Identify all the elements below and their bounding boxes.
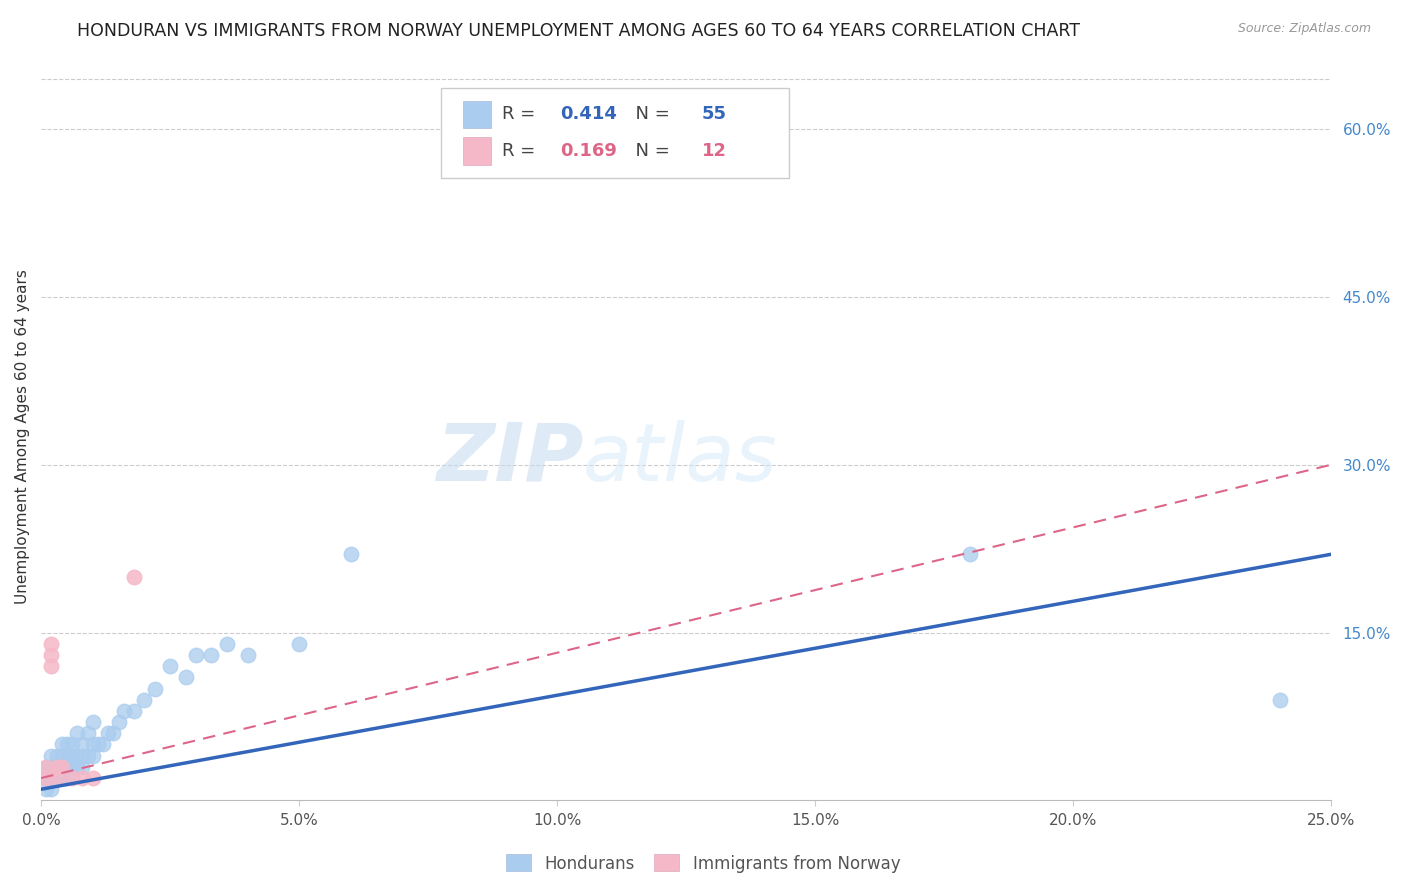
Text: HONDURAN VS IMMIGRANTS FROM NORWAY UNEMPLOYMENT AMONG AGES 60 TO 64 YEARS CORREL: HONDURAN VS IMMIGRANTS FROM NORWAY UNEMP… bbox=[77, 22, 1080, 40]
Point bbox=[41, 782, 63, 797]
Point bbox=[107, 715, 129, 730]
Point bbox=[35, 782, 58, 797]
Point bbox=[35, 760, 58, 774]
Point bbox=[76, 726, 98, 740]
Point bbox=[41, 771, 63, 785]
Point bbox=[56, 748, 79, 763]
Point bbox=[66, 726, 89, 740]
Text: Source: ZipAtlas.com: Source: ZipAtlas.com bbox=[1237, 22, 1371, 36]
Text: N =: N = bbox=[624, 142, 676, 160]
Point bbox=[82, 748, 104, 763]
Point bbox=[159, 659, 181, 673]
Point bbox=[51, 748, 73, 763]
Point bbox=[72, 738, 94, 752]
Point bbox=[72, 760, 94, 774]
Text: 55: 55 bbox=[702, 105, 727, 123]
Point bbox=[103, 726, 125, 740]
Point bbox=[41, 637, 63, 651]
Point bbox=[134, 692, 156, 706]
Point bbox=[41, 771, 63, 785]
Text: 12: 12 bbox=[702, 142, 727, 160]
Point bbox=[56, 738, 79, 752]
Point bbox=[82, 738, 104, 752]
Point bbox=[200, 648, 222, 662]
Point bbox=[45, 771, 67, 785]
Point bbox=[959, 547, 981, 561]
Point bbox=[174, 670, 197, 684]
Point bbox=[184, 648, 207, 662]
Point bbox=[41, 748, 63, 763]
Point bbox=[60, 748, 83, 763]
Point bbox=[41, 648, 63, 662]
Point bbox=[45, 760, 67, 774]
Point bbox=[288, 637, 311, 651]
Point bbox=[45, 748, 67, 763]
Point bbox=[339, 547, 361, 561]
Point bbox=[1268, 692, 1291, 706]
Text: N =: N = bbox=[624, 105, 676, 123]
Point bbox=[66, 748, 89, 763]
Point bbox=[122, 569, 145, 583]
Text: 0.414: 0.414 bbox=[560, 105, 617, 123]
Text: R =: R = bbox=[502, 105, 541, 123]
Point bbox=[35, 771, 58, 785]
Point bbox=[72, 771, 94, 785]
Point bbox=[51, 760, 73, 774]
Point bbox=[60, 760, 83, 774]
Point bbox=[60, 771, 83, 785]
Point bbox=[546, 145, 568, 159]
Point bbox=[56, 760, 79, 774]
Point bbox=[112, 704, 135, 718]
FancyBboxPatch shape bbox=[441, 87, 790, 178]
FancyBboxPatch shape bbox=[463, 101, 492, 128]
Point bbox=[82, 771, 104, 785]
Point bbox=[45, 760, 67, 774]
Point bbox=[143, 681, 166, 696]
Y-axis label: Unemployment Among Ages 60 to 64 years: Unemployment Among Ages 60 to 64 years bbox=[15, 269, 30, 604]
Point bbox=[91, 738, 114, 752]
Point bbox=[45, 760, 67, 774]
Point bbox=[51, 771, 73, 785]
Legend: Hondurans, Immigrants from Norway: Hondurans, Immigrants from Norway bbox=[499, 847, 907, 880]
Point bbox=[236, 648, 259, 662]
Point bbox=[82, 715, 104, 730]
Point bbox=[97, 726, 120, 740]
Point bbox=[66, 760, 89, 774]
Point bbox=[35, 771, 58, 785]
Point bbox=[122, 704, 145, 718]
Point bbox=[45, 771, 67, 785]
Point bbox=[41, 659, 63, 673]
FancyBboxPatch shape bbox=[463, 137, 492, 165]
Point bbox=[87, 738, 110, 752]
Point bbox=[215, 637, 238, 651]
Point bbox=[51, 738, 73, 752]
Point bbox=[72, 748, 94, 763]
Point bbox=[35, 760, 58, 774]
Point bbox=[56, 771, 79, 785]
Point bbox=[41, 760, 63, 774]
Point bbox=[45, 771, 67, 785]
Text: atlas: atlas bbox=[583, 419, 778, 498]
Text: R =: R = bbox=[502, 142, 541, 160]
Text: ZIP: ZIP bbox=[436, 419, 583, 498]
Text: 0.169: 0.169 bbox=[560, 142, 617, 160]
Point bbox=[60, 738, 83, 752]
Point bbox=[51, 760, 73, 774]
Point bbox=[76, 748, 98, 763]
